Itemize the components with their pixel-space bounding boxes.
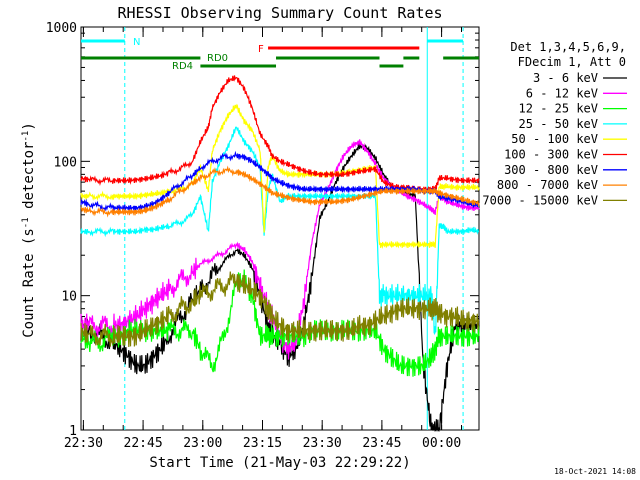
legend-header-line-2: FDecim 1, Att 0 [518,55,626,69]
y-axis-label-part: ) [21,122,37,130]
series-line [80,271,480,348]
y-tick-label: 10 [61,290,77,305]
legend-label: 7000 - 15000 keV [482,193,598,207]
flag-label: N [133,37,140,48]
y-tick-label: 1000 [46,21,77,36]
legend-label: 25 - 50 keV [519,117,598,131]
x-tick-label: 23:45 [362,436,401,451]
y-tick-label: 1 [69,424,77,439]
series-line [80,165,480,218]
x-tick-label: 23:15 [243,436,282,451]
y-tick-label: 100 [54,155,77,170]
state-flags: N F RD0 RD4 [81,37,479,72]
series-line [80,103,480,250]
generation-timestamp: 18-Oct-2021 14:08 [554,467,636,476]
x-tick-label: 22:45 [124,436,163,451]
legend-label: 6 - 12 keV [526,86,598,100]
legend-label: 12 - 25 keV [519,102,598,116]
flag-label: F [258,44,264,55]
flag-label: RD0 [207,53,228,64]
x-tick-label: 23:30 [303,436,342,451]
series-line [80,75,480,194]
legend-header-line-1: Det 1,3,4,5,6,9, [510,40,626,54]
x-tick-label: 00:00 [422,436,461,451]
series-lines [80,75,480,433]
y-axis-label-part: -1 [21,217,31,228]
flag-label: RD4 [172,61,193,72]
legend-label: 300 - 800 keV [504,163,598,177]
x-axis: 22:30 22:45 23:00 23:15 23:30 23:45 00:00 [64,27,462,451]
legend: Det 1,3,4,5,6,9, FDecim 1, Att 0 3 - 6 k… [482,40,627,207]
y-axis-label-part: -1 [21,131,31,142]
x-tick-label: 23:00 [183,436,222,451]
x-axis-label: Start Time (21-May-03 22:29:22) [149,455,410,471]
series-line [80,139,480,360]
plot-area [80,26,480,431]
y-axis: 1 10 100 1000 [46,21,479,439]
legend-label: 100 - 300 keV [504,148,598,162]
legend-label: 800 - 7000 keV [497,178,598,192]
x-tick-label: 22:30 [64,436,103,451]
y-axis-label-part: detector [21,142,37,218]
y-axis-label: Count Rate (s-1 detector-1) [21,122,37,338]
legend-label: 50 - 100 keV [511,132,598,146]
y-axis-label-part: Count Rate (s [21,228,37,338]
plot-frame [80,26,480,431]
chart-title: RHESSI Observing Summary Count Rates [117,4,442,22]
legend-label: 3 - 6 keV [533,71,598,85]
